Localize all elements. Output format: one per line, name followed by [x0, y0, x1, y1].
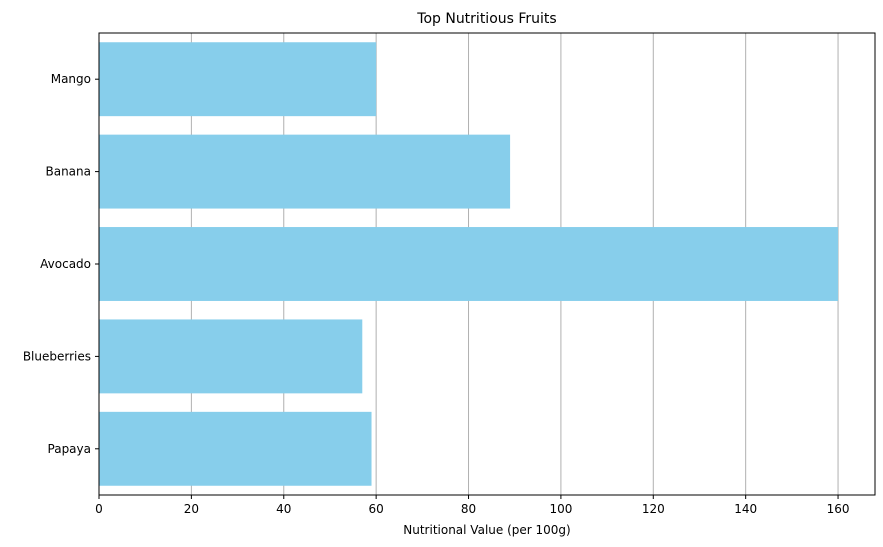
- y-axis-ticks: Mango Banana Avocado Blueberries Papaya: [23, 72, 99, 456]
- x-tick-label: 120: [642, 502, 665, 516]
- bar-avocado: [99, 227, 839, 301]
- x-tick-label: 0: [95, 502, 103, 516]
- bar-mango: [99, 42, 377, 117]
- y-tick-label: Mango: [51, 72, 91, 86]
- bar-banana: [99, 134, 511, 209]
- bars: [99, 42, 839, 486]
- x-tick-label: 140: [734, 502, 757, 516]
- x-tick-label: 20: [184, 502, 199, 516]
- y-tick-label: Papaya: [48, 442, 91, 456]
- x-tick-label: 160: [827, 502, 850, 516]
- x-tick-label: 60: [369, 502, 384, 516]
- bar-papaya: [99, 411, 372, 486]
- x-axis-ticks: 0 20 40 60 80 100 120 140 160: [95, 495, 850, 516]
- y-tick-label: Banana: [45, 165, 91, 179]
- x-tick-label: 80: [461, 502, 476, 516]
- x-tick-label: 100: [549, 502, 572, 516]
- chart-title: Top Nutritious Fruits: [416, 11, 556, 27]
- x-tick-label: 40: [276, 502, 291, 516]
- bar-blueberries: [99, 319, 363, 394]
- x-axis-label: Nutritional Value (per 100g): [403, 523, 570, 537]
- y-tick-label: Avocado: [40, 257, 91, 271]
- y-tick-label: Blueberries: [23, 349, 91, 363]
